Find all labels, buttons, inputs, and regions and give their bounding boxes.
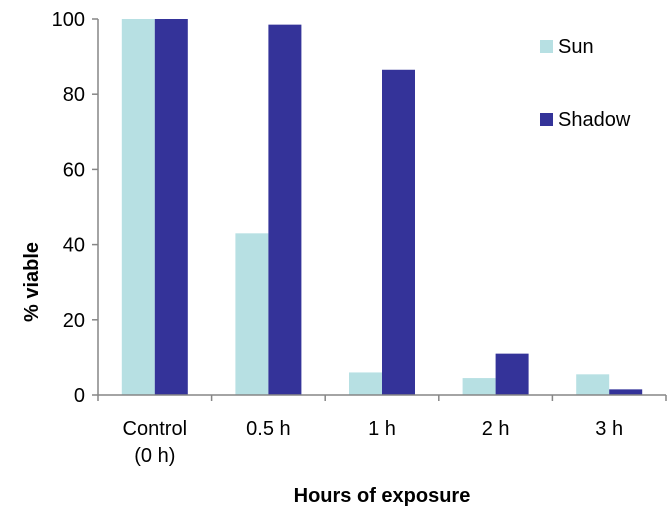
y-tick-label: 100	[52, 9, 85, 31]
bar-sun-0	[121, 19, 155, 395]
bar-sun-3	[462, 378, 496, 395]
y-tick-label: 20	[63, 310, 85, 332]
bar-sun-1	[235, 233, 269, 395]
y-axis-ticks: 0 20 40 60 80 100	[52, 9, 98, 407]
x-axis-title: Hours of exposure	[294, 485, 471, 507]
bar-sun-4	[576, 374, 610, 395]
bar-shadow-1	[268, 24, 302, 395]
x-axis-ticks: Control (0 h) 0.5 h 1 h 2 h 3 h	[97, 395, 667, 467]
legend: Sun Shadow	[540, 36, 631, 131]
legend-label-shadow: Shadow	[558, 109, 631, 131]
y-tick-label: 80	[63, 84, 85, 106]
legend-swatch-sun	[540, 40, 553, 53]
bar-shadow-4	[609, 389, 643, 395]
legend-swatch-shadow	[540, 113, 553, 126]
x-tick-label: 1 h	[368, 418, 396, 440]
bars	[121, 19, 643, 395]
bar-sun-2	[349, 372, 382, 395]
bar-shadow-0	[154, 19, 188, 395]
x-tick-label: 3 h	[595, 418, 623, 440]
x-tick-label: 2 h	[482, 418, 510, 440]
bar-shadow-3	[495, 353, 529, 395]
y-tick-label: 60	[63, 159, 85, 181]
y-tick-label: 0	[74, 385, 85, 407]
y-axis-title: % viable	[21, 242, 43, 322]
x-tick-label: 0.5 h	[246, 418, 290, 440]
x-tick-label: Control (0 h)	[123, 418, 187, 467]
y-tick-label: 40	[63, 235, 85, 257]
bar-shadow-2	[382, 69, 415, 395]
legend-label-sun: Sun	[558, 36, 594, 58]
